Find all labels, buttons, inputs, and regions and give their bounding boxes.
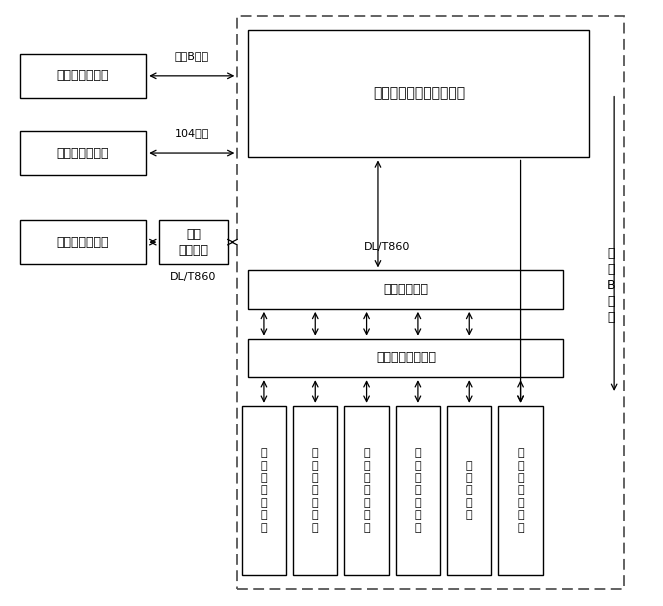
- Text: 国网B接口: 国网B接口: [175, 51, 209, 61]
- Text: 智
能
控
制
子
系
统: 智 能 控 制 子 系 统: [414, 448, 421, 533]
- Bar: [20, 131, 147, 175]
- Text: 视
频
监
控
子
系
统: 视 频 监 控 子 系 统: [517, 448, 524, 533]
- Text: 变电站智能辅助监控平台: 变电站智能辅助监控平台: [373, 87, 465, 101]
- Text: 信息一体化平台: 信息一体化平台: [57, 236, 109, 248]
- Text: 火
灾
报
警
子
系
统: 火 灾 报 警 子 系 统: [363, 448, 370, 533]
- Text: 安
全
警
卫
子
系
统: 安 全 警 卫 子 系 统: [312, 448, 318, 533]
- Text: DL/T860: DL/T860: [170, 272, 216, 282]
- Bar: [249, 270, 564, 309]
- Text: 国
网
B
接
口: 国 网 B 接 口: [607, 247, 615, 324]
- Bar: [20, 220, 147, 264]
- Text: 调度端环境主站: 调度端环境主站: [57, 147, 109, 159]
- Bar: [249, 339, 564, 377]
- Bar: [396, 406, 440, 575]
- Bar: [499, 406, 542, 575]
- Bar: [447, 406, 491, 575]
- Text: 门
禁
子
系
统: 门 禁 子 系 统: [466, 461, 473, 520]
- Text: 动环监控报警主机: 动环监控报警主机: [376, 351, 436, 364]
- Bar: [159, 220, 227, 264]
- Bar: [345, 406, 389, 575]
- Text: 智能接口设备: 智能接口设备: [383, 283, 428, 296]
- Text: 环
境
监
测
子
系
统: 环 境 监 测 子 系 统: [261, 448, 267, 533]
- Bar: [20, 53, 147, 98]
- Text: 双向
隔离装置: 双向 隔离装置: [178, 228, 208, 256]
- Bar: [237, 16, 624, 589]
- Text: 调度端视频主站: 调度端视频主站: [57, 69, 109, 82]
- Bar: [249, 30, 589, 158]
- Bar: [293, 406, 337, 575]
- Text: 104规约: 104规约: [174, 128, 209, 138]
- Bar: [242, 406, 286, 575]
- Text: DL/T860: DL/T860: [363, 242, 410, 251]
